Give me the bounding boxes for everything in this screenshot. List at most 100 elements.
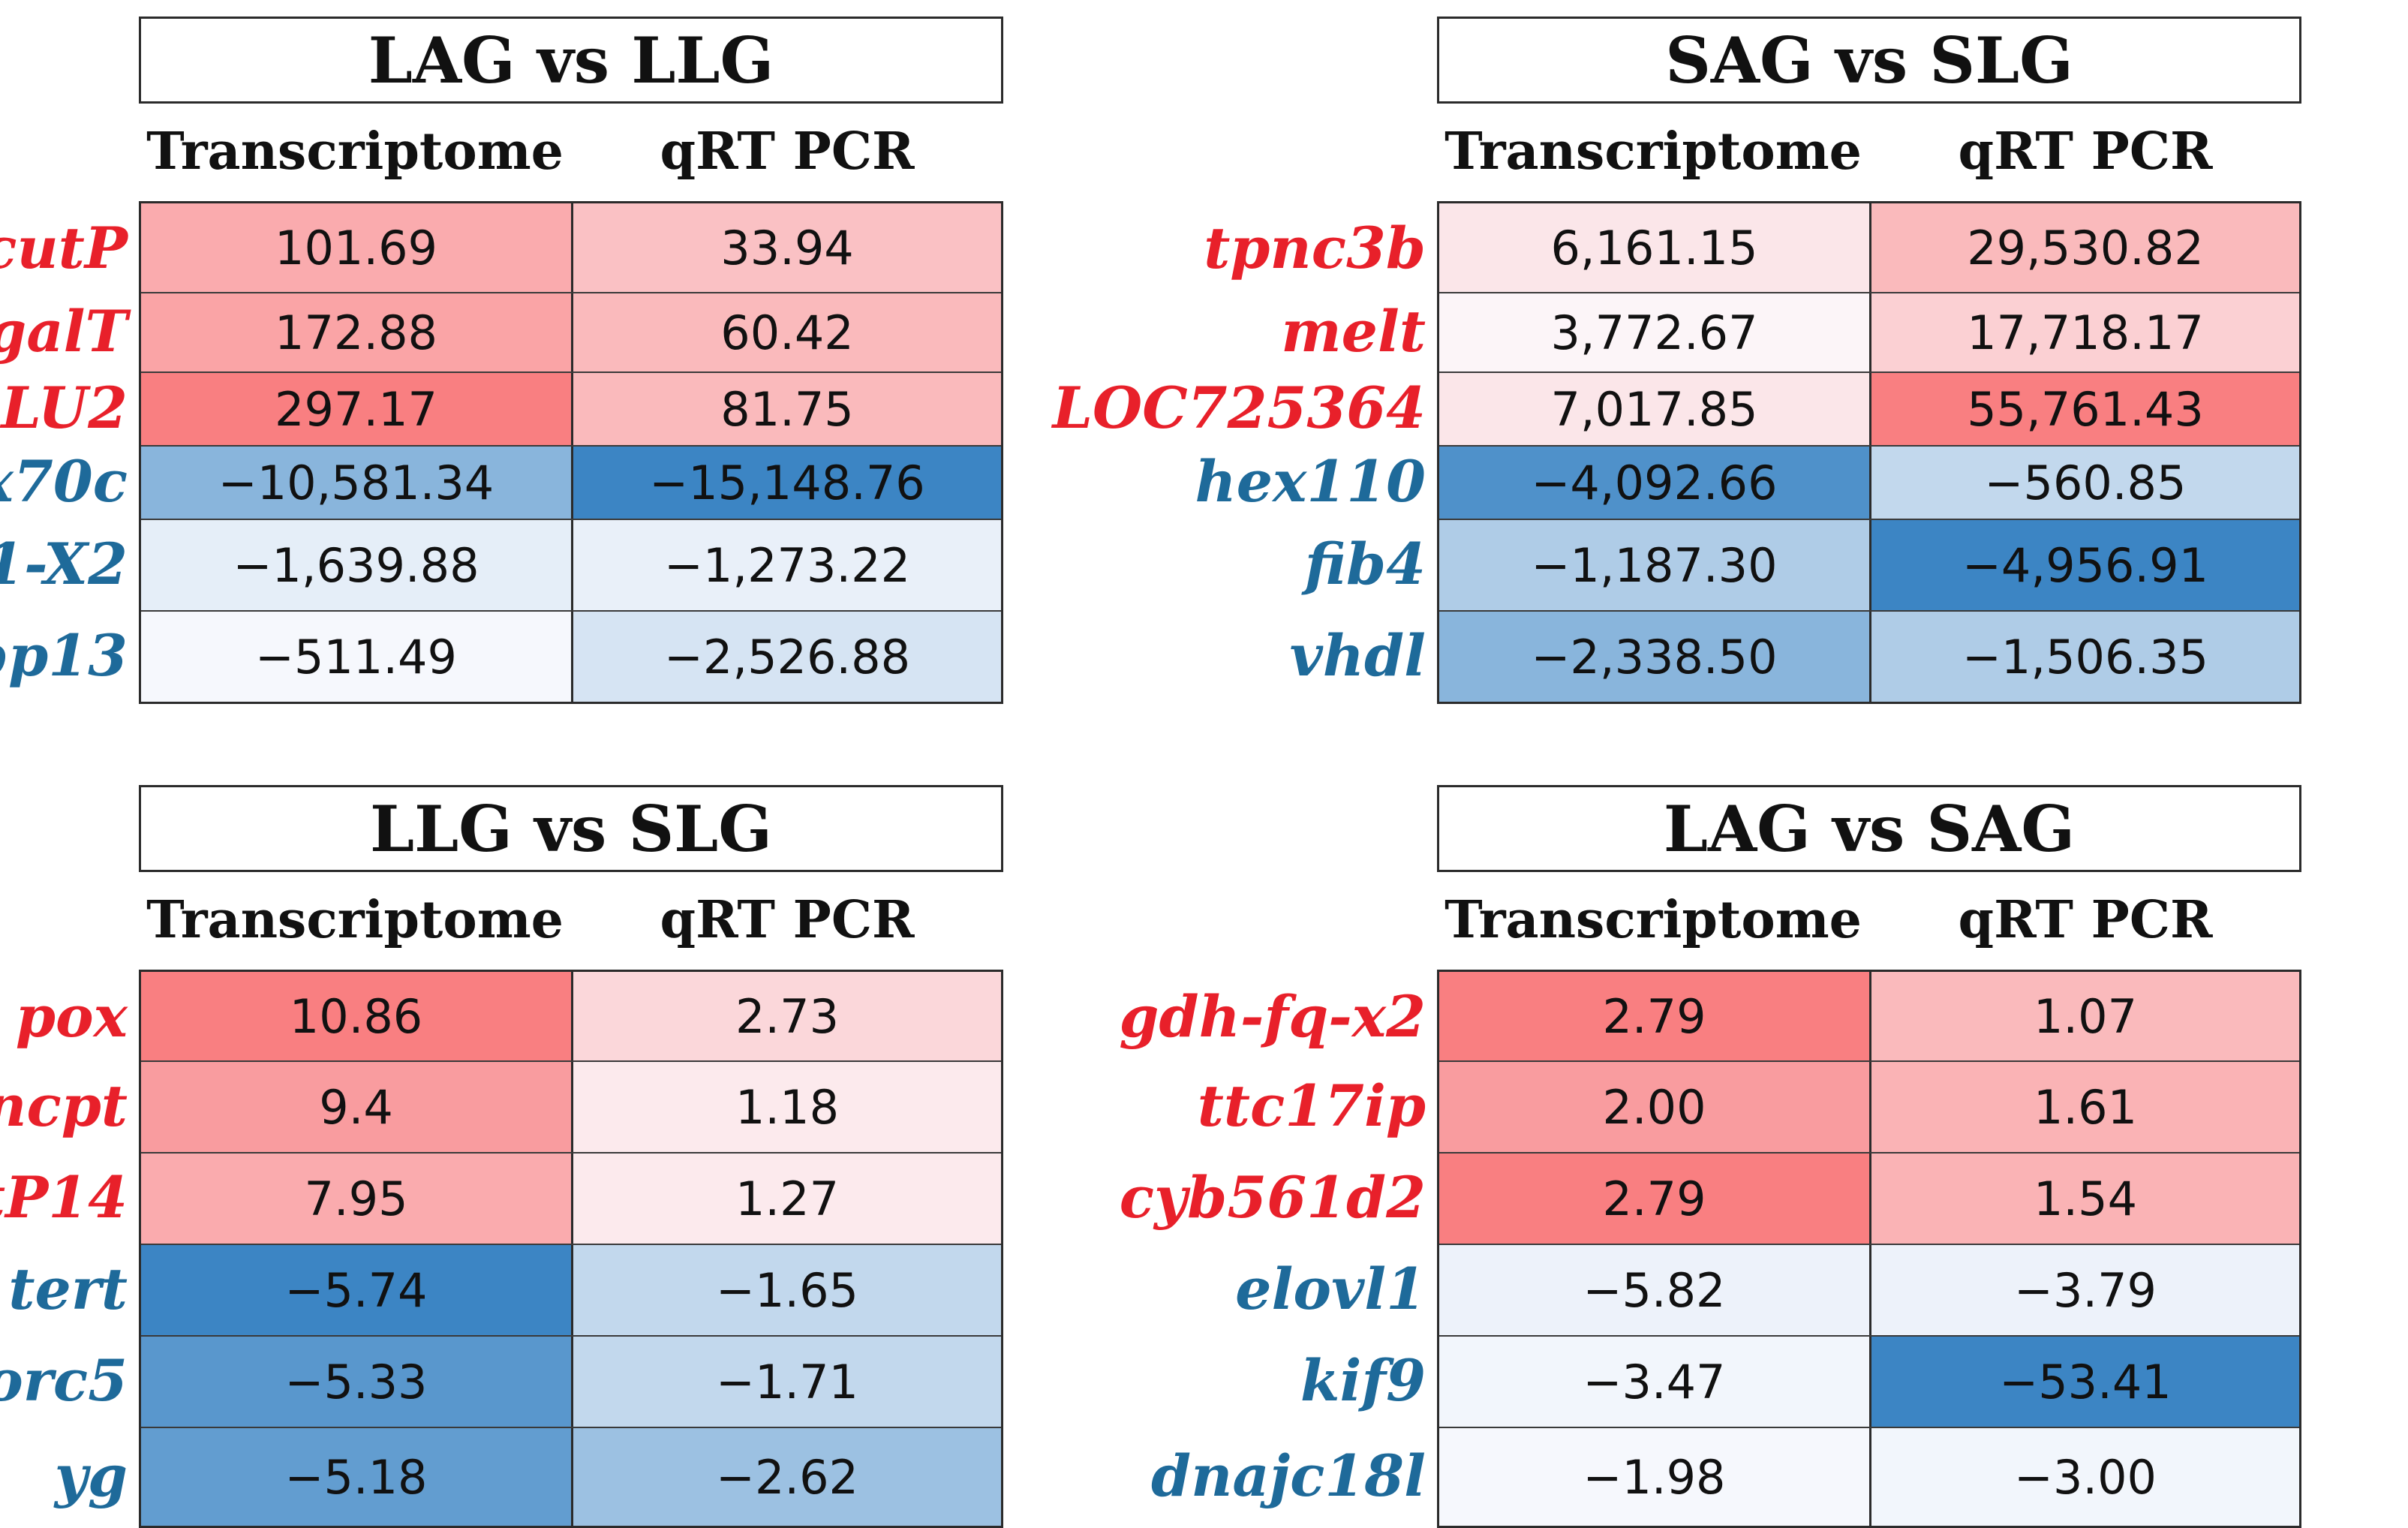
heatmap-cell: 172.88 bbox=[141, 293, 571, 371]
heatmap-row: 2.79 1.54 bbox=[1439, 1152, 2299, 1244]
gene-label: cutP14 bbox=[0, 1163, 128, 1231]
panel-title: LAG vs LLG bbox=[139, 17, 1003, 104]
gene-label: pox bbox=[15, 982, 128, 1050]
gene-label: fib4 bbox=[1304, 530, 1426, 597]
gene-label: hex70c bbox=[0, 447, 128, 515]
heatmap-cell: 29,530.82 bbox=[1869, 203, 2299, 292]
heatmap-cell: −5.74 bbox=[141, 1245, 571, 1335]
heatmap-row: 10.86 2.73 bbox=[141, 972, 1001, 1060]
heatmap-panel: LAG vs SAG Transcriptome qRT PCR gdh-fq-x2 t… bbox=[1119, 785, 2349, 1528]
heatmap-row: 9.4 1.18 bbox=[141, 1060, 1001, 1152]
heatmap-cell: 1.54 bbox=[1869, 1154, 2299, 1244]
heatmap-cell: −1.71 bbox=[571, 1337, 1001, 1427]
heatmap-cell: 2.79 bbox=[1439, 1154, 1869, 1244]
gene-label: yg bbox=[54, 1442, 128, 1509]
gene-label: tert bbox=[8, 1255, 128, 1322]
heatmap-row: 297.17 81.75 bbox=[141, 371, 1001, 445]
column-header: Transcriptome bbox=[146, 890, 564, 950]
column-header: qRT PCR bbox=[660, 890, 915, 950]
heatmap-cell: −3.79 bbox=[1869, 1245, 2299, 1335]
heatmap-row: 172.88 60.42 bbox=[141, 292, 1001, 371]
heatmap-cell: −1.65 bbox=[571, 1245, 1001, 1335]
heatmap-cell: 7,017.85 bbox=[1439, 373, 1869, 445]
heatmap-cell: 10.86 bbox=[141, 972, 571, 1060]
heatmap-panel: LLG vs SLG Transcriptome qRT PCR pox zncpt cu… bbox=[0, 785, 1051, 1528]
heatmap-cell: 2.73 bbox=[571, 972, 1001, 1060]
gene-label: gdh-fq-x2 bbox=[1119, 982, 1426, 1050]
heatmap-cell: −4,092.66 bbox=[1439, 447, 1869, 519]
heatmap-row: 6,161.15 29,530.82 bbox=[1439, 203, 2299, 292]
heatmap-row: 2.00 1.61 bbox=[1439, 1060, 2299, 1152]
gene-label: kif9 bbox=[1300, 1346, 1426, 1414]
gene-label: LOC725364 bbox=[1052, 374, 1426, 441]
heatmap-cell: 33.94 bbox=[571, 203, 1001, 292]
heatmap-cell: 1.07 bbox=[1869, 972, 2299, 1060]
heatmap-cell: −1.98 bbox=[1439, 1428, 1869, 1526]
heatmap-row: 2.79 1.07 bbox=[1439, 972, 2299, 1060]
heatmap-cell: −1,506.35 bbox=[1869, 612, 2299, 702]
heatmap-cell: −4,956.91 bbox=[1869, 520, 2299, 610]
heatmap-cell: 7.95 bbox=[141, 1154, 571, 1244]
heatmap-cell: −511.49 bbox=[141, 612, 571, 702]
heatmap-cell: −5.18 bbox=[141, 1428, 571, 1526]
gene-label: vhdl bbox=[1289, 621, 1426, 689]
heatmap-cell: −5.82 bbox=[1439, 1245, 1869, 1335]
gene-label: cyb561d2 bbox=[1119, 1163, 1426, 1231]
gene-label: zncpt bbox=[0, 1072, 128, 1139]
gene-label: dnajc18l bbox=[1150, 1442, 1426, 1509]
gene-label: orc5 bbox=[0, 1346, 128, 1414]
heatmap-row: −5.74 −1.65 bbox=[141, 1244, 1001, 1335]
heatmap-cell: 55,761.43 bbox=[1869, 373, 2299, 445]
heatmap-row: 3,772.67 17,718.17 bbox=[1439, 292, 2299, 371]
heatmap-row: 7.95 1.27 bbox=[141, 1152, 1001, 1244]
heatmap-cell: −2,526.88 bbox=[571, 612, 1001, 702]
heatmap-cell: 2.00 bbox=[1439, 1062, 1869, 1152]
heatmap-cell: −2.62 bbox=[571, 1428, 1001, 1526]
heatmap-row: −5.82 −3.79 bbox=[1439, 1244, 2299, 1335]
heatmap-grid: 6,161.15 29,530.82 3,772.67 17,718.17 7,017.… bbox=[1437, 201, 2301, 704]
heatmap-cell: 2.79 bbox=[1439, 972, 1869, 1060]
heatmap-cell: 6,161.15 bbox=[1439, 203, 1869, 292]
panel-title: LLG vs SLG bbox=[139, 785, 1003, 872]
column-header: qRT PCR bbox=[1958, 890, 2213, 950]
gene-label: melt bbox=[1281, 297, 1426, 365]
heatmap-row: −2,338.50 −1,506.35 bbox=[1439, 610, 2299, 702]
heatmap-cell: −2,338.50 bbox=[1439, 612, 1869, 702]
heatmap-grid: 10.86 2.73 9.4 1.18 7.95 1.27 −5.74 −1.65 −5.33−… bbox=[139, 970, 1003, 1528]
gene-label: ttc17ip bbox=[1197, 1072, 1426, 1139]
heatmap-cell: 3,772.67 bbox=[1439, 293, 1869, 371]
gene-label: elovl1 bbox=[1235, 1255, 1426, 1322]
panel-title: LAG vs SAG bbox=[1437, 785, 2301, 872]
heatmap-cell: 17,718.17 bbox=[1869, 293, 2299, 371]
heatmap-row: 7,017.85 55,761.43 bbox=[1439, 371, 2299, 445]
heatmap-cell: 1.27 bbox=[571, 1154, 1001, 1244]
column-header: Transcriptome bbox=[146, 122, 564, 182]
heatmap-cell: −3.00 bbox=[1869, 1428, 2299, 1526]
heatmap-row: −1,187.30 −4,956.91 bbox=[1439, 519, 2299, 610]
gene-label: hex110 bbox=[1195, 447, 1426, 515]
heatmap-cell: −10,581.34 bbox=[141, 447, 571, 519]
heatmap-cell: −15,148.76 bbox=[571, 447, 1001, 519]
heatmap-cell: −560.85 bbox=[1869, 447, 2299, 519]
heatmap-row: −511.49 −2,526.88 bbox=[141, 610, 1001, 702]
heatmap-row: −1.98 −3.00 bbox=[1439, 1427, 2299, 1526]
column-header: qRT PCR bbox=[1958, 122, 2213, 182]
gene-label: obp13 bbox=[0, 621, 128, 689]
heatmap-cell: −1,273.22 bbox=[571, 520, 1001, 610]
heatmap-cell: −5.33 bbox=[141, 1337, 571, 1427]
heatmap-cell: 297.17 bbox=[141, 373, 571, 445]
gene-label: lig1-X2 bbox=[0, 530, 128, 597]
heatmap-cell: 60.42 bbox=[571, 293, 1001, 371]
heatmap-row: −3.47 −53.41 bbox=[1439, 1335, 2299, 1427]
column-header: Transcriptome bbox=[1444, 890, 1862, 950]
heatmap-cell: −3.47 bbox=[1439, 1337, 1869, 1427]
heatmap-cell: 9.4 bbox=[141, 1062, 571, 1152]
heatmap-cell: 81.75 bbox=[571, 373, 1001, 445]
heatmap-grid: 101.69 33.94 172.88 60.42 297.17 81.75 −10,581… bbox=[139, 201, 1003, 704]
gene-label: aGLU2 bbox=[0, 374, 128, 441]
column-header: Transcriptome bbox=[1444, 122, 1862, 182]
heatmap-cell: −1,187.30 bbox=[1439, 520, 1869, 610]
panel-title: SAG vs SLG bbox=[1437, 17, 2301, 104]
heatmap-panel: SAG vs SLG Transcriptome qRT PCR tpnc3b melt… bbox=[1053, 17, 2349, 737]
heatmap-grid: 2.79 1.07 2.00 1.61 2.79 1.54 −5.82 −3.79 −3.47−… bbox=[1437, 970, 2301, 1528]
